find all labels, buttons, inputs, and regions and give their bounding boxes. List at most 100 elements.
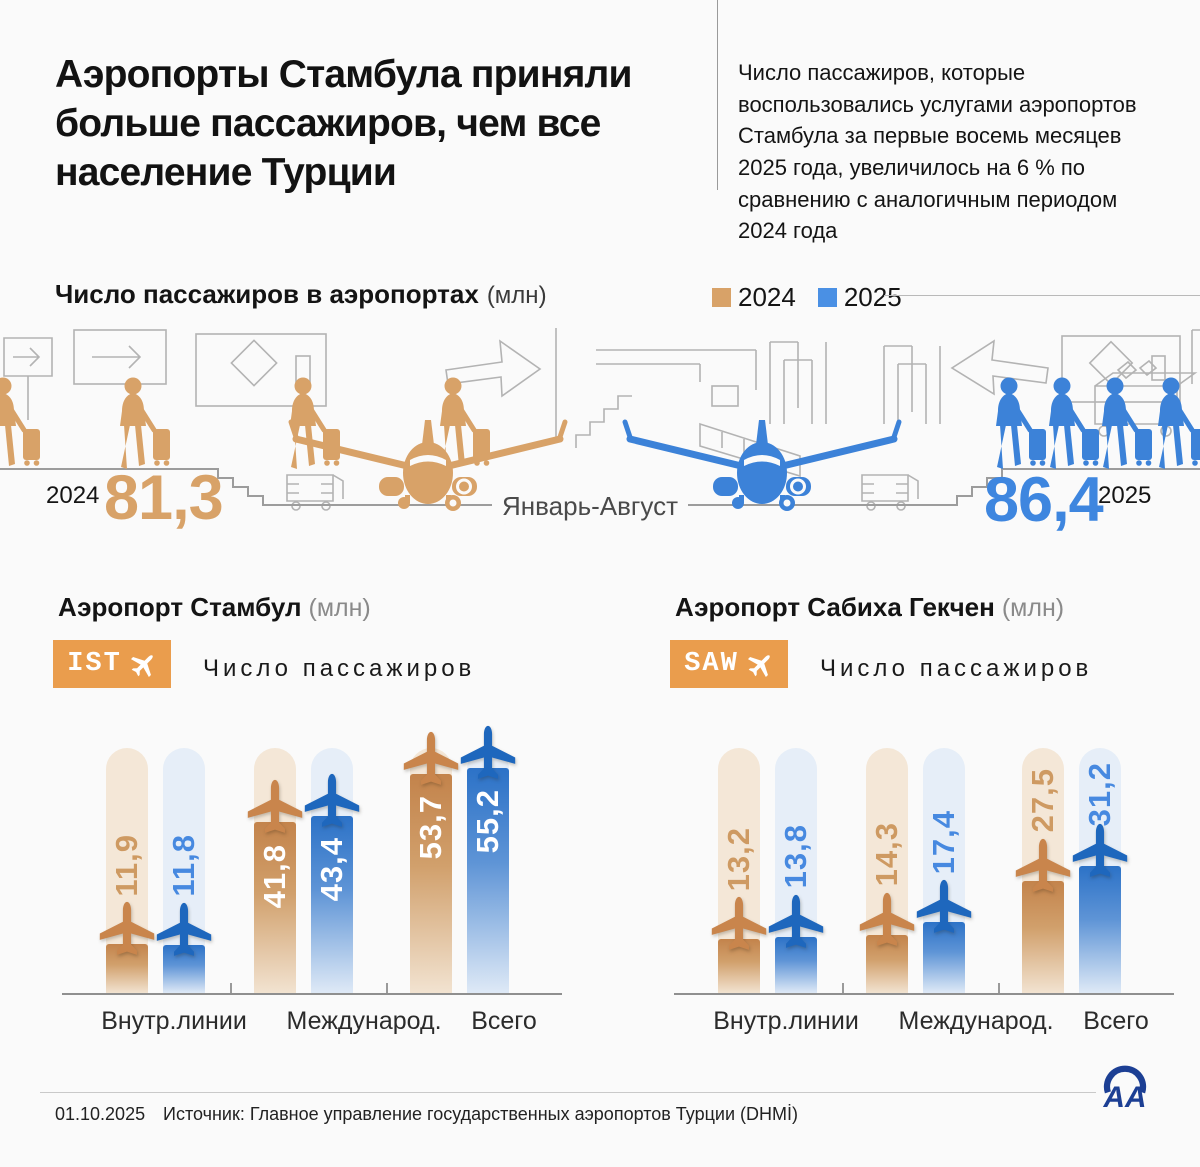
chart-subtitle-saw: Число пассажиров [820, 655, 1093, 682]
bar-fill [718, 939, 760, 993]
bar-2024-1: 14,3 [859, 748, 915, 993]
footer-source: Источник: Главное управление государстве… [163, 1104, 799, 1124]
plane-icon [403, 731, 459, 785]
overview-right-year: 2025 [1098, 482, 1152, 509]
plane-icon [1015, 838, 1071, 892]
category-label: Всего [1083, 1007, 1149, 1035]
plane-icon [916, 879, 972, 933]
plane-icon [746, 650, 774, 678]
bar-value-label: 13,2 [721, 826, 756, 892]
category-label: Международ. [898, 1007, 1054, 1035]
chart-subtitle-ist: Число пассажиров [203, 655, 476, 682]
legend-rule [884, 295, 1200, 296]
airport-code-ist: IST [67, 649, 122, 679]
bar-fill [775, 936, 817, 993]
bar-value-label: 14,3 [869, 822, 904, 887]
intro-paragraph: Число пассажиров, которые воспользовалис… [738, 60, 1137, 244]
bar-fill [311, 815, 353, 993]
bar-fill [106, 944, 148, 993]
axis-tick [386, 983, 388, 993]
bar-2025-1: 17,4 [916, 748, 972, 993]
axis-tick [998, 983, 1000, 993]
bar-value-label: 31,2 [1082, 761, 1117, 826]
plane-icon [247, 780, 303, 834]
bar-plot-saw: 13,2 14,3 27,5 13,8 17,4 31,2 Внутр.линии Между… [674, 748, 1174, 1035]
category-label: Всего [471, 1007, 537, 1035]
legend-item-2025: 2025 [817, 282, 902, 313]
axis-tick [230, 983, 232, 993]
plane-icon [304, 773, 360, 827]
plane-icon [99, 902, 155, 956]
category-label: Международ. [286, 1007, 442, 1035]
overview-left-year: 2024 [46, 482, 100, 509]
bar-2024-2: 53,7 [403, 731, 459, 993]
bar-2024-1: 41,8 [247, 748, 303, 993]
bar-2025-2: 31,2 [1072, 748, 1128, 993]
overview-period-label: Январь-Август [492, 491, 689, 522]
bar-2025-2: 55,2 [460, 725, 516, 993]
bar-value-label: 27,5 [1025, 768, 1060, 833]
bar-2025-0: 11,8 [156, 748, 212, 993]
chart-title-saw: Аэропорт Сабиха Гекчен (млн) [675, 592, 1064, 623]
bar-value-label: 41,8 [257, 843, 292, 909]
footer-date: 01.10.2025 [55, 1104, 146, 1124]
bar-plot-ist: 11,9 41,8 53,7 11,8 43,4 55,2 Внутр.линии Между… [62, 725, 562, 1035]
bar-fill [866, 934, 908, 993]
x-axis [674, 993, 1174, 995]
bar-value-label: 17,4 [926, 809, 961, 874]
bar-fill [1022, 880, 1064, 993]
overview-unit: (млн) [486, 282, 547, 309]
airport-code-badge-ist: IST [53, 640, 171, 688]
legend-swatch-2025 [817, 288, 837, 307]
bar-fill [467, 767, 509, 993]
bar-2024-2: 27,5 [1015, 748, 1071, 993]
bar-value-label: 13,8 [778, 824, 813, 889]
bar-2024-0: 11,9 [99, 748, 155, 993]
bar-2025-1: 43,4 [304, 748, 360, 993]
bar-fill [1079, 865, 1121, 993]
airport-code-saw: SAW [684, 649, 739, 679]
bar-fill [163, 944, 205, 993]
plane-icon [1072, 823, 1128, 877]
plane-icon [768, 894, 824, 948]
bar-value-label: 11,8 [166, 834, 201, 897]
plane-icon [129, 650, 157, 678]
airport-code-badge-saw: SAW [670, 640, 788, 688]
bar-value-label: 55,2 [470, 789, 505, 854]
category-labels: Внутр.линии Международ. Всего [674, 995, 1174, 1035]
legend-item-2024: 2024 [712, 282, 796, 313]
plane-icon [460, 725, 516, 779]
plane-icon [711, 896, 767, 950]
legend-label-2025: 2025 [843, 282, 902, 312]
plane-icon [156, 902, 212, 956]
bar-value-label: 53,7 [413, 795, 448, 860]
chart-unit-ist: (млн) [308, 594, 371, 622]
category-labels: Внутр.линии Международ. Всего [62, 995, 562, 1035]
chart-unit-saw: (млн) [1001, 594, 1065, 622]
plane-icon [859, 892, 915, 946]
x-axis [62, 993, 562, 995]
overview-right-value: 86,4 [984, 465, 1104, 535]
category-label: Внутр.линии [101, 1007, 247, 1035]
legend: 2024 2025 [712, 282, 902, 313]
bar-2024-0: 13,2 [711, 748, 767, 993]
legend-swatch-2024 [712, 288, 731, 307]
chart-title-ist: Аэропорт Стамбул (млн) [58, 592, 371, 623]
chart-title-saw-text: Аэропорт Сабиха Гекчен [675, 592, 995, 622]
bar-value-label: 11,9 [109, 833, 144, 897]
legend-label-2024: 2024 [738, 282, 796, 312]
agency-logo: AA [1103, 1065, 1146, 1114]
overview-heading-text: Число пассажиров в аэропортах [55, 279, 479, 309]
overview-left-value: 81,3 [104, 463, 224, 533]
header-divider [717, 0, 718, 190]
bar-fill [923, 922, 965, 993]
chart-title-ist-text: Аэропорт Стамбул [58, 592, 302, 622]
page-title: Аэропорты Стамбула приняли больше пассаж… [55, 53, 633, 195]
bar-value-label: 43,4 [314, 837, 349, 902]
footer-rule [40, 1092, 1096, 1093]
bar-fill [254, 822, 296, 993]
bar-2025-0: 13,8 [768, 748, 824, 993]
overview-heading: Число пассажиров в аэропортах (млн) [55, 279, 547, 310]
axis-tick [842, 983, 844, 993]
